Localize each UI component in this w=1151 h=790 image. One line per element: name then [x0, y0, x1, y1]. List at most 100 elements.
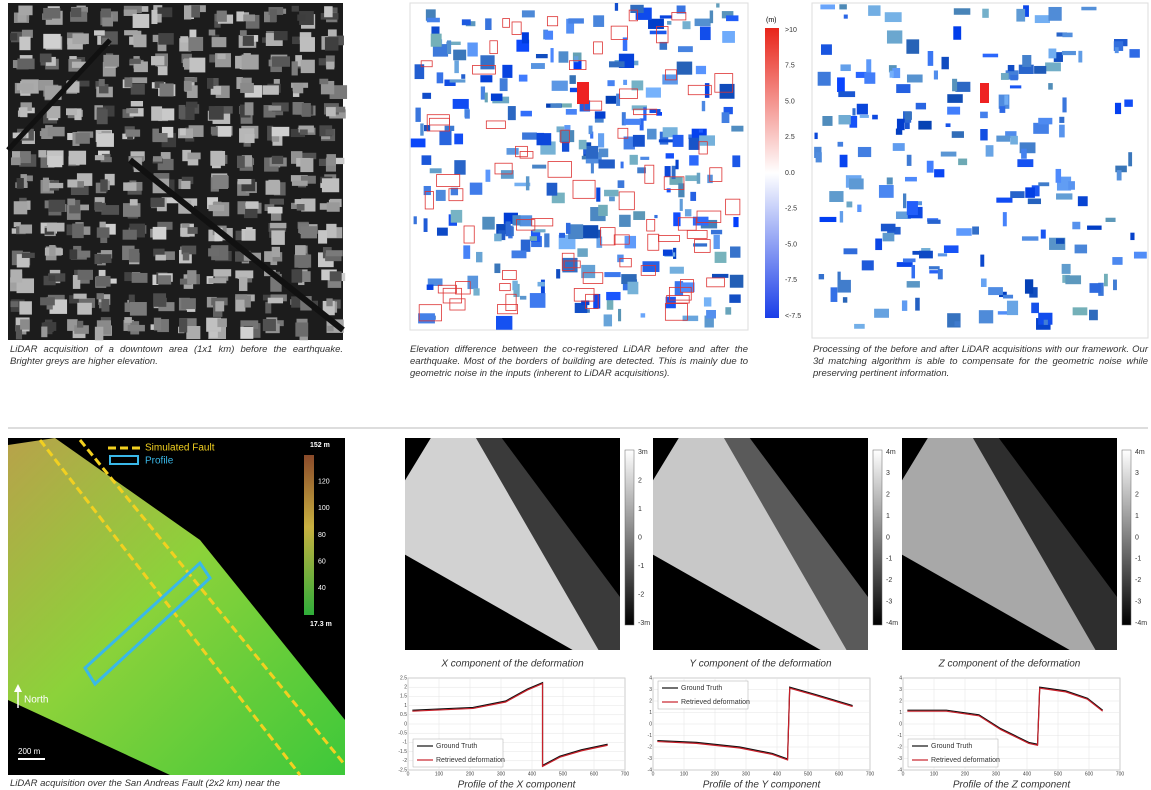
building	[268, 207, 283, 214]
building	[184, 5, 191, 19]
blob	[860, 115, 869, 118]
blob	[837, 77, 845, 92]
x-tick-label: 600	[1085, 771, 1094, 777]
blob	[521, 240, 531, 252]
x-tick-label: 300	[992, 771, 1001, 777]
building	[123, 182, 136, 190]
blob	[619, 215, 631, 227]
blob	[1022, 236, 1038, 240]
building	[94, 203, 106, 210]
blob	[506, 221, 511, 236]
blob	[819, 274, 824, 279]
blob	[881, 224, 896, 232]
blob	[508, 106, 516, 120]
building	[324, 6, 333, 17]
building	[77, 181, 84, 187]
blob	[690, 192, 696, 201]
blob	[682, 21, 690, 29]
building	[151, 10, 157, 24]
blob	[1056, 193, 1072, 199]
building	[243, 35, 254, 45]
blob	[437, 72, 444, 83]
building	[326, 224, 336, 238]
x-tick-label: 200	[711, 771, 720, 777]
blob	[1008, 65, 1015, 71]
blob	[422, 155, 432, 165]
blob	[893, 143, 905, 151]
building	[101, 9, 111, 18]
y-tick-label: 1	[404, 703, 407, 709]
colorbar-label: 0	[886, 534, 890, 541]
blob	[538, 282, 545, 287]
blob	[420, 123, 423, 135]
blob	[907, 155, 912, 166]
colorbar-unit: (m)	[766, 17, 777, 24]
blob	[1010, 75, 1018, 80]
building	[217, 318, 227, 327]
blob	[897, 262, 913, 267]
caption: Y component of the deformation	[689, 659, 832, 670]
blob	[1022, 55, 1031, 67]
building	[12, 151, 20, 158]
y-tick-label: 2	[899, 698, 902, 704]
colorbar-label: 40	[318, 585, 326, 592]
building	[10, 301, 18, 307]
building	[20, 107, 27, 117]
blob	[1016, 9, 1025, 22]
blob	[520, 296, 526, 300]
building	[126, 108, 138, 113]
building	[97, 133, 114, 147]
blob	[559, 233, 565, 238]
building	[215, 301, 224, 311]
blob	[520, 215, 532, 226]
colorbar-label: 0	[638, 534, 642, 541]
blob	[1115, 103, 1121, 114]
building	[319, 79, 328, 84]
blob	[1065, 275, 1081, 284]
building	[239, 277, 247, 291]
blob	[519, 75, 528, 82]
colorbar-label: -4m	[886, 620, 898, 627]
blob	[915, 298, 920, 311]
blob	[414, 216, 417, 224]
blob	[1075, 245, 1087, 254]
blob	[839, 4, 847, 9]
blob	[1068, 181, 1075, 190]
page: (m)>107.55.02.50.0-2.5-5.0-7.5<-7.5Simul…	[0, 0, 1151, 790]
building	[128, 325, 145, 331]
blob	[609, 61, 625, 67]
building	[72, 33, 88, 44]
building	[130, 59, 141, 64]
blob	[849, 178, 864, 189]
blob	[595, 111, 606, 118]
blob	[648, 19, 664, 29]
blob	[947, 107, 960, 115]
blob	[462, 19, 471, 25]
building	[18, 6, 32, 16]
building	[240, 30, 247, 36]
blob	[1078, 51, 1082, 63]
blob	[625, 236, 636, 248]
x-tick-label: 100	[435, 771, 444, 777]
building	[272, 56, 290, 66]
blob	[411, 139, 426, 148]
blob	[822, 116, 832, 126]
building	[95, 155, 104, 160]
building	[292, 61, 298, 75]
x-tick-label: 500	[559, 771, 568, 777]
y-tick-label: -1	[403, 740, 408, 746]
building	[124, 272, 132, 281]
blob	[593, 15, 604, 27]
blob	[568, 18, 584, 23]
blob	[907, 281, 920, 288]
blob	[467, 276, 478, 289]
blob	[868, 5, 880, 16]
blob	[633, 211, 645, 220]
colorbar-label: -7.5	[785, 277, 797, 284]
building	[295, 245, 306, 255]
blob	[1106, 218, 1116, 222]
blob	[919, 251, 933, 259]
blob	[730, 275, 744, 288]
x-tick-label: 300	[497, 771, 506, 777]
building	[187, 153, 200, 160]
